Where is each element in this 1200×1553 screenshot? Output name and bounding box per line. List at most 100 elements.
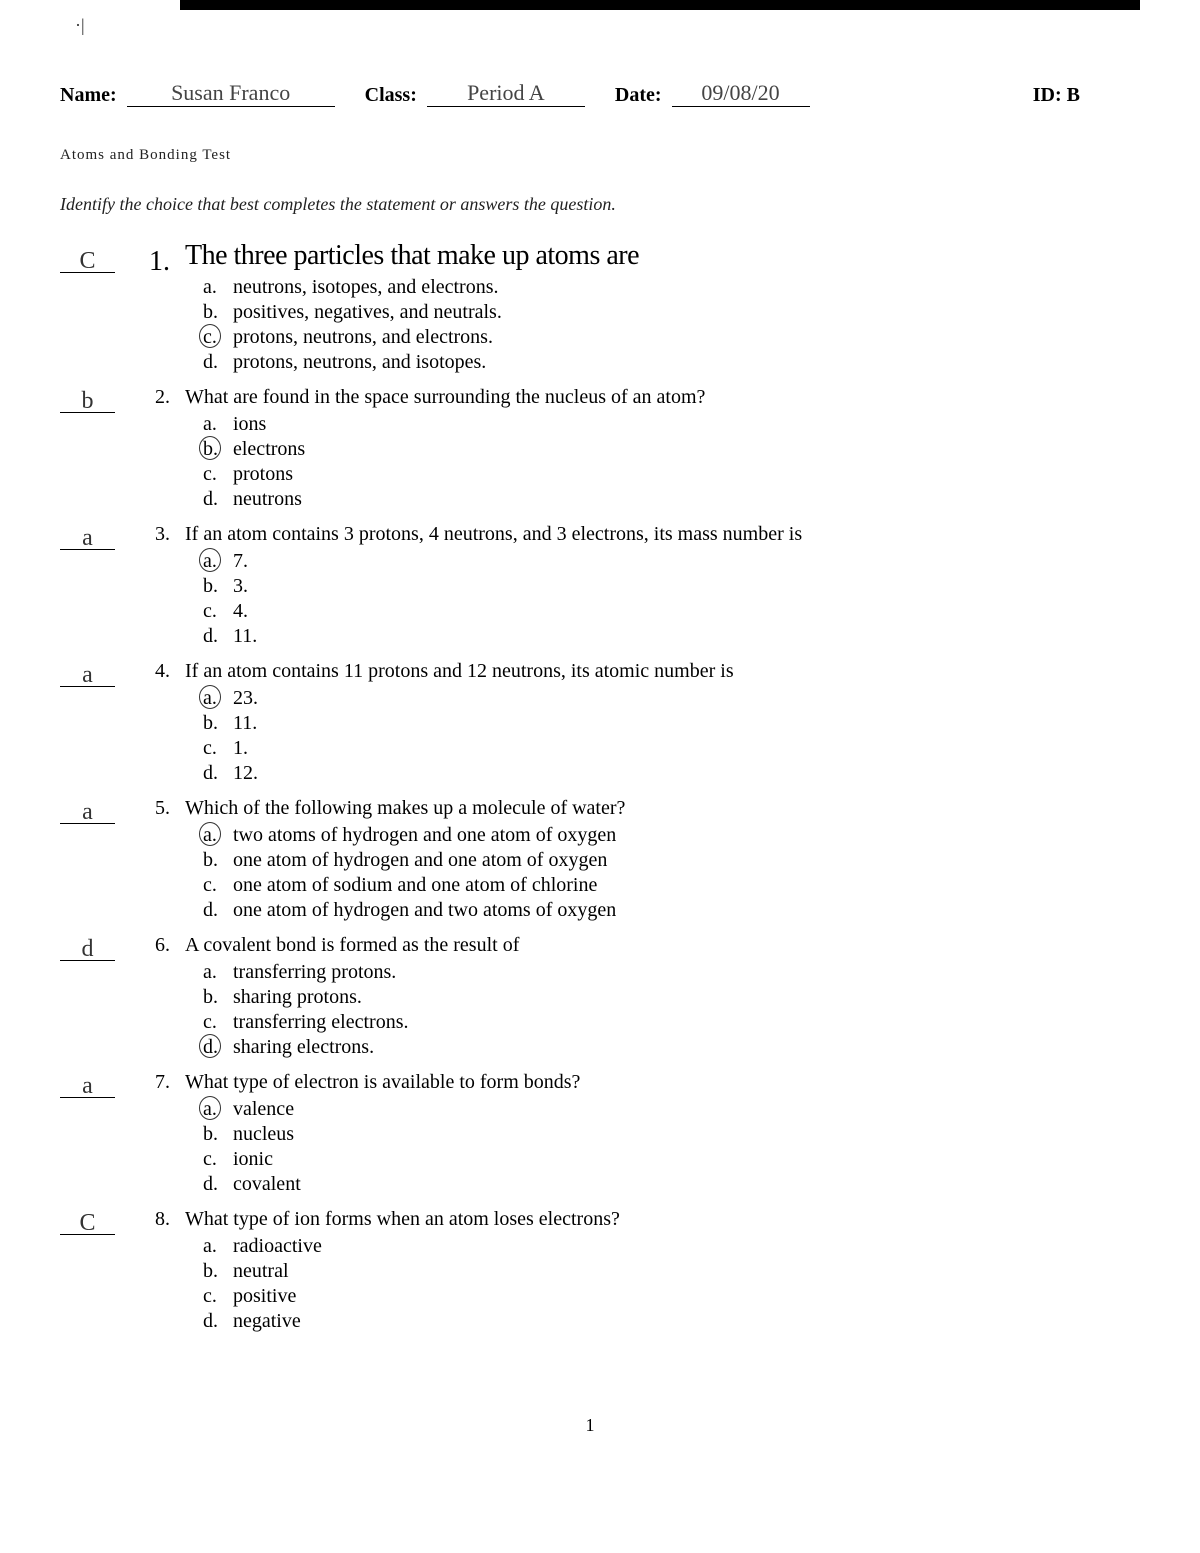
choice-letter: b.	[203, 1123, 233, 1146]
name-value: Susan Franco	[127, 80, 335, 107]
choice: d.neutrons	[203, 488, 1120, 511]
choice-letter: b.	[203, 575, 233, 598]
choice: c.protons, neutrons, and electrons.	[203, 326, 1120, 349]
answer-slot: a	[60, 801, 115, 824]
choice-text: protons, neutrons, and isotopes.	[233, 351, 1120, 374]
choice: d.protons, neutrons, and isotopes.	[203, 351, 1120, 374]
choice: b.one atom of hydrogen and one atom of o…	[203, 849, 1120, 872]
choice: c.positive	[203, 1285, 1120, 1308]
choice: d.11.	[203, 625, 1120, 648]
choice: d.sharing electrons.	[203, 1036, 1120, 1059]
choice-letter: d.	[203, 351, 233, 374]
choice: c.4.	[203, 600, 1120, 623]
question-number: 8.	[140, 1208, 170, 1231]
choice-text: ionic	[233, 1148, 1120, 1171]
id-value: B	[1067, 84, 1080, 106]
question-number: 7.	[140, 1071, 170, 1094]
id-label: ID:	[1033, 84, 1062, 106]
choice-letter: c.	[203, 874, 233, 897]
choice: b.sharing protons.	[203, 986, 1120, 1009]
choices: a.transferring protons.b.sharing protons…	[185, 961, 1120, 1059]
choice-letter: b.	[203, 438, 233, 461]
question-row: a5.Which of the following makes up a mol…	[60, 797, 1120, 924]
choice-letter: c.	[203, 326, 233, 349]
choice-text: 7.	[233, 550, 1120, 573]
choice-text: positive	[233, 1285, 1120, 1308]
choice-text: sharing protons.	[233, 986, 1120, 1009]
question-number: 1.	[140, 246, 170, 278]
choice-text: transferring protons.	[233, 961, 1120, 984]
name-label: Name:	[60, 84, 117, 107]
choice-letter: d.	[203, 762, 233, 785]
choice: d.12.	[203, 762, 1120, 785]
question-number: 6.	[140, 934, 170, 957]
choice-letter: c.	[203, 1285, 233, 1308]
question-row: a4.If an atom contains 11 protons and 12…	[60, 660, 1120, 787]
answer-slot: C	[60, 250, 115, 273]
question-text: The three particles that make up atoms a…	[185, 240, 1120, 272]
class-label: Class:	[365, 84, 417, 107]
choice: b.nucleus	[203, 1123, 1120, 1146]
header-line: Name: Susan Franco Class: Period A Date:…	[60, 80, 1120, 107]
choices: a.23.b.11.c.1.d.12.	[185, 687, 1120, 785]
question-number: 2.	[140, 386, 170, 409]
choice: b.11.	[203, 712, 1120, 735]
choice-text: covalent	[233, 1173, 1120, 1196]
choice: b.neutral	[203, 1260, 1120, 1283]
choice: c.1.	[203, 737, 1120, 760]
question-text: If an atom contains 11 protons and 12 ne…	[185, 660, 1120, 683]
choice: b.positives, negatives, and neutrals.	[203, 301, 1120, 324]
section-title: Atoms and Bonding Test	[60, 147, 1120, 164]
choices: a.ionsb.electronsc.protonsd.neutrons	[185, 413, 1120, 511]
choice-letter: c.	[203, 1011, 233, 1034]
question-number: 3.	[140, 523, 170, 546]
question-body: What type of ion forms when an atom lose…	[185, 1208, 1120, 1335]
choice-letter: c.	[203, 737, 233, 760]
choices: a.valenceb.nucleusc.ionicd.covalent	[185, 1098, 1120, 1196]
id-block: ID: B	[1033, 84, 1120, 107]
page-number: 1	[60, 1415, 1120, 1436]
choice-text: transferring electrons.	[233, 1011, 1120, 1034]
answer-slot: d	[60, 938, 115, 961]
question-row: a3.If an atom contains 3 protons, 4 neut…	[60, 523, 1120, 650]
choice-text: neutral	[233, 1260, 1120, 1283]
choice-text: sharing electrons.	[233, 1036, 1120, 1059]
choice-text: one atom of hydrogen and two atoms of ox…	[233, 899, 1120, 922]
choice: a.two atoms of hydrogen and one atom of …	[203, 824, 1120, 847]
choice: c.one atom of sodium and one atom of chl…	[203, 874, 1120, 897]
class-value: Period A	[427, 80, 585, 107]
answer-slot: b	[60, 390, 115, 413]
page: ·| Name: Susan Franco Class: Period A Da…	[0, 0, 1200, 1496]
choice-letter: b.	[203, 301, 233, 324]
choice-text: ions	[233, 413, 1120, 436]
choice-letter: a.	[203, 550, 233, 573]
choice-text: one atom of hydrogen and one atom of oxy…	[233, 849, 1120, 872]
choice-text: 3.	[233, 575, 1120, 598]
choice-text: nucleus	[233, 1123, 1120, 1146]
choice-text: two atoms of hydrogen and one atom of ox…	[233, 824, 1120, 847]
choice-letter: d.	[203, 1310, 233, 1333]
choice: a.23.	[203, 687, 1120, 710]
choice-text: 11.	[233, 712, 1120, 735]
choice-letter: a.	[203, 824, 233, 847]
choice: d.covalent	[203, 1173, 1120, 1196]
question-text: If an atom contains 3 protons, 4 neutron…	[185, 523, 1120, 546]
question-text: Which of the following makes up a molecu…	[185, 797, 1120, 820]
choice-text: electrons	[233, 438, 1120, 461]
choice-letter: b.	[203, 712, 233, 735]
choice-text: 4.	[233, 600, 1120, 623]
choice-text: valence	[233, 1098, 1120, 1121]
choice: c.transferring electrons.	[203, 1011, 1120, 1034]
question-text: A covalent bond is formed as the result …	[185, 934, 1120, 957]
choice-text: neutrons, isotopes, and electrons.	[233, 276, 1120, 299]
choice: b.3.	[203, 575, 1120, 598]
choice-letter: d.	[203, 899, 233, 922]
answer-slot: C	[60, 1212, 115, 1235]
choice-letter: a.	[203, 687, 233, 710]
choices: a.radioactiveb.neutralc.positived.negati…	[185, 1235, 1120, 1333]
choice-letter: b.	[203, 1260, 233, 1283]
choices: a.neutrons, isotopes, and electrons.b.po…	[185, 276, 1120, 374]
question-body: What type of electron is available to fo…	[185, 1071, 1120, 1198]
answer-slot: a	[60, 1075, 115, 1098]
questions-container: C 1. The three particles that make up atom…	[60, 240, 1120, 1335]
